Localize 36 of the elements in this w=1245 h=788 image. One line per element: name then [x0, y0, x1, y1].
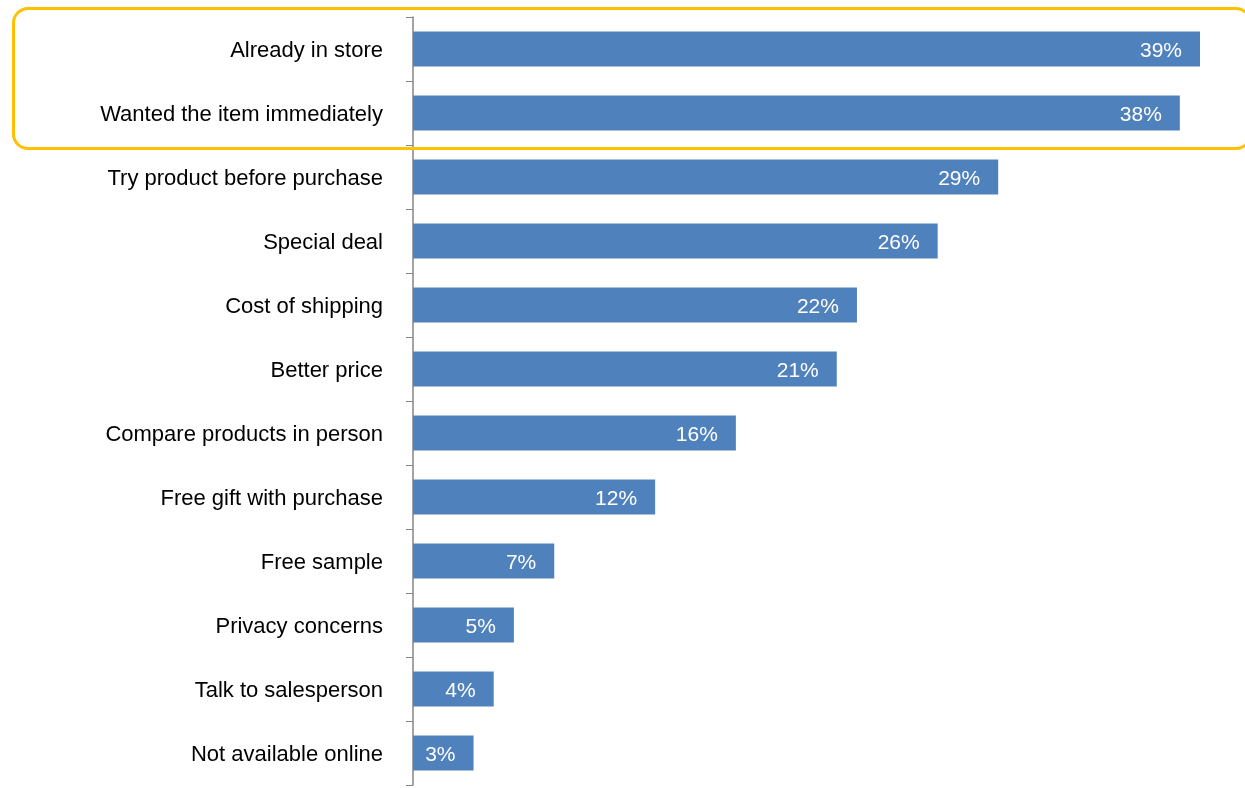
data-label: 26% [877, 229, 920, 253]
bar [413, 95, 1180, 131]
y-tick-label: Free gift with purchase [160, 484, 383, 510]
y-tick-label: Wanted the item immediately [100, 100, 383, 126]
y-tick-label: Try product before purchase [107, 164, 383, 190]
bar [413, 351, 837, 387]
y-tick-label: Privacy concerns [215, 612, 383, 638]
y-tick-label: Already in store [230, 36, 383, 62]
bar [413, 607, 514, 643]
data-label: 3% [425, 741, 456, 765]
y-tick-label: Free sample [260, 548, 383, 574]
bar [413, 543, 555, 579]
y-tick-label: Cost of shipping [225, 292, 383, 318]
data-label: 29% [938, 165, 981, 189]
bar [413, 223, 938, 259]
bar [413, 415, 736, 451]
data-label: 16% [675, 421, 718, 445]
y-tick-label: Better price [270, 356, 383, 382]
bar [413, 479, 656, 515]
bar [413, 31, 1200, 67]
data-label: 39% [1139, 37, 1182, 61]
bar [413, 159, 999, 195]
bar [413, 671, 494, 707]
data-label: 12% [595, 485, 638, 509]
y-tick-label: Compare products in person [105, 420, 383, 446]
data-label: 5% [465, 613, 496, 637]
bar [413, 735, 474, 771]
bar [413, 287, 857, 323]
data-label: 21% [776, 357, 819, 381]
data-label: 4% [445, 677, 476, 701]
y-tick-label: Special deal [263, 228, 383, 254]
y-tick-label: Not available online [190, 740, 383, 766]
data-label: 7% [505, 549, 537, 573]
data-label: 22% [796, 293, 839, 317]
y-tick-label: Talk to salesperson [194, 676, 383, 702]
data-label: 38% [1119, 101, 1162, 125]
